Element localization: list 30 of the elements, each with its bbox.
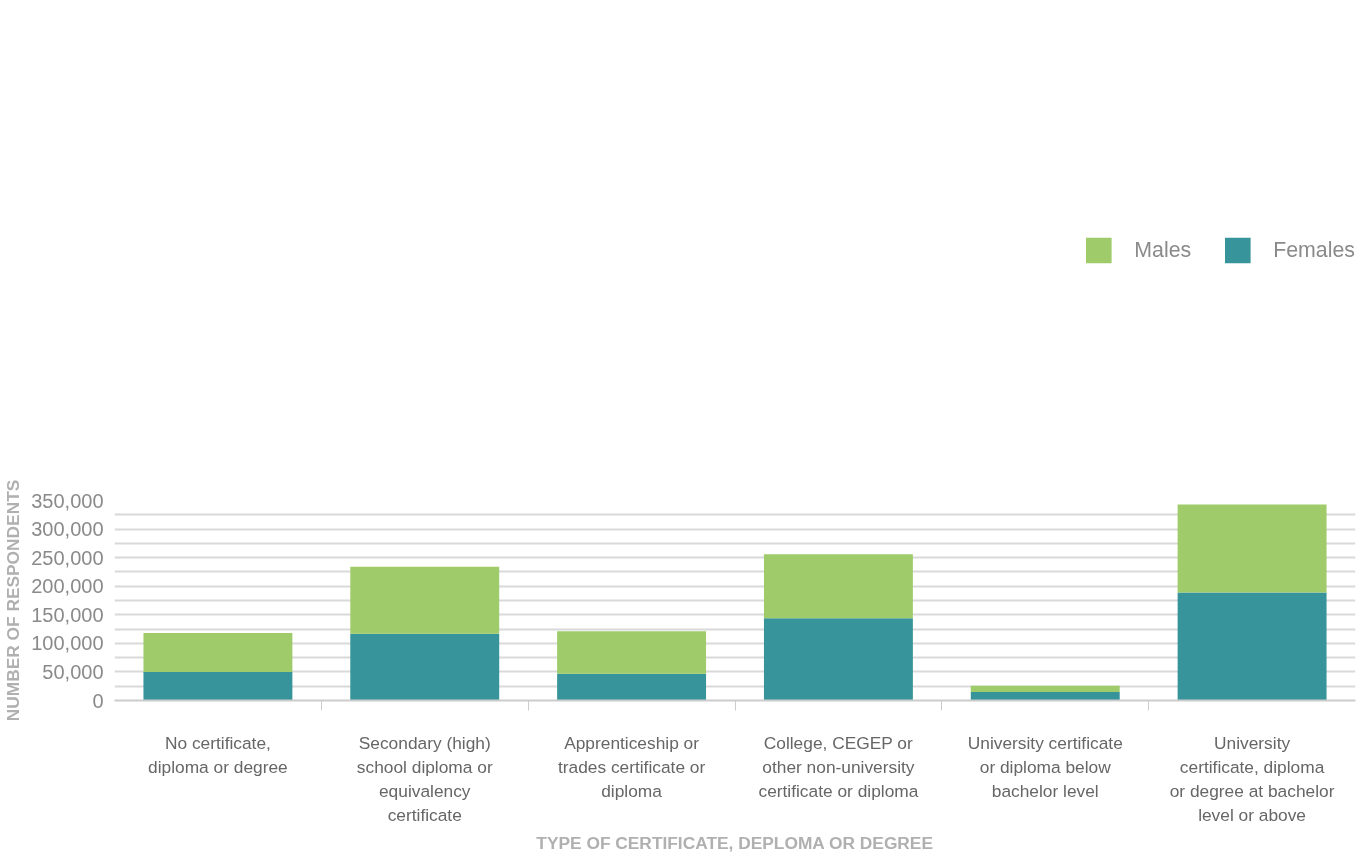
- bar: [970, 691, 1120, 701]
- bar: [557, 673, 707, 701]
- y-tick-label: 250,000: [31, 546, 104, 569]
- y-tick-label: 0: [92, 689, 104, 712]
- x-tick-label: University certificate, diploma or degree at bachelor level or above: [1169, 732, 1335, 825]
- x-tick-label: Secondary (high) school diploma or equivalency certificate: [356, 732, 493, 825]
- y-tick-label: 200,000: [31, 575, 104, 598]
- bar: [1177, 592, 1327, 701]
- y-tick-label: 150,000: [31, 603, 104, 626]
- y-tick-label: 50,000: [42, 660, 104, 683]
- legend-label: Males: [1134, 237, 1192, 263]
- x-tick-label: University certificate or diploma below bachelor level: [967, 732, 1123, 801]
- y-tick-label: 300,000: [31, 518, 104, 541]
- x-axis-title: TYPE OF CERTIFICATE, DEPLOMA OR DEGREE: [536, 832, 934, 853]
- x-tick-label: No certificate, diploma or degree: [148, 732, 288, 777]
- bar: [557, 631, 707, 674]
- bar: [350, 633, 500, 701]
- bar: [763, 554, 913, 619]
- x-tick-label: Apprenticeship or trades certificate or diploma: [557, 732, 706, 801]
- bar: [350, 566, 500, 634]
- x-tick-label: College, CEGEP or other non-university certificate or diploma: [758, 732, 919, 801]
- bar: [970, 685, 1120, 692]
- bar: [1177, 504, 1327, 593]
- y-tick-label: 350,000: [31, 489, 104, 512]
- bar: [143, 671, 293, 701]
- bar: [763, 618, 913, 701]
- legend-label: Females: [1273, 237, 1355, 263]
- y-tick-label: 100,000: [31, 632, 104, 655]
- y-axis-title: NUMBER OF RESPONDENTS: [3, 479, 24, 722]
- bar: [143, 633, 293, 672]
